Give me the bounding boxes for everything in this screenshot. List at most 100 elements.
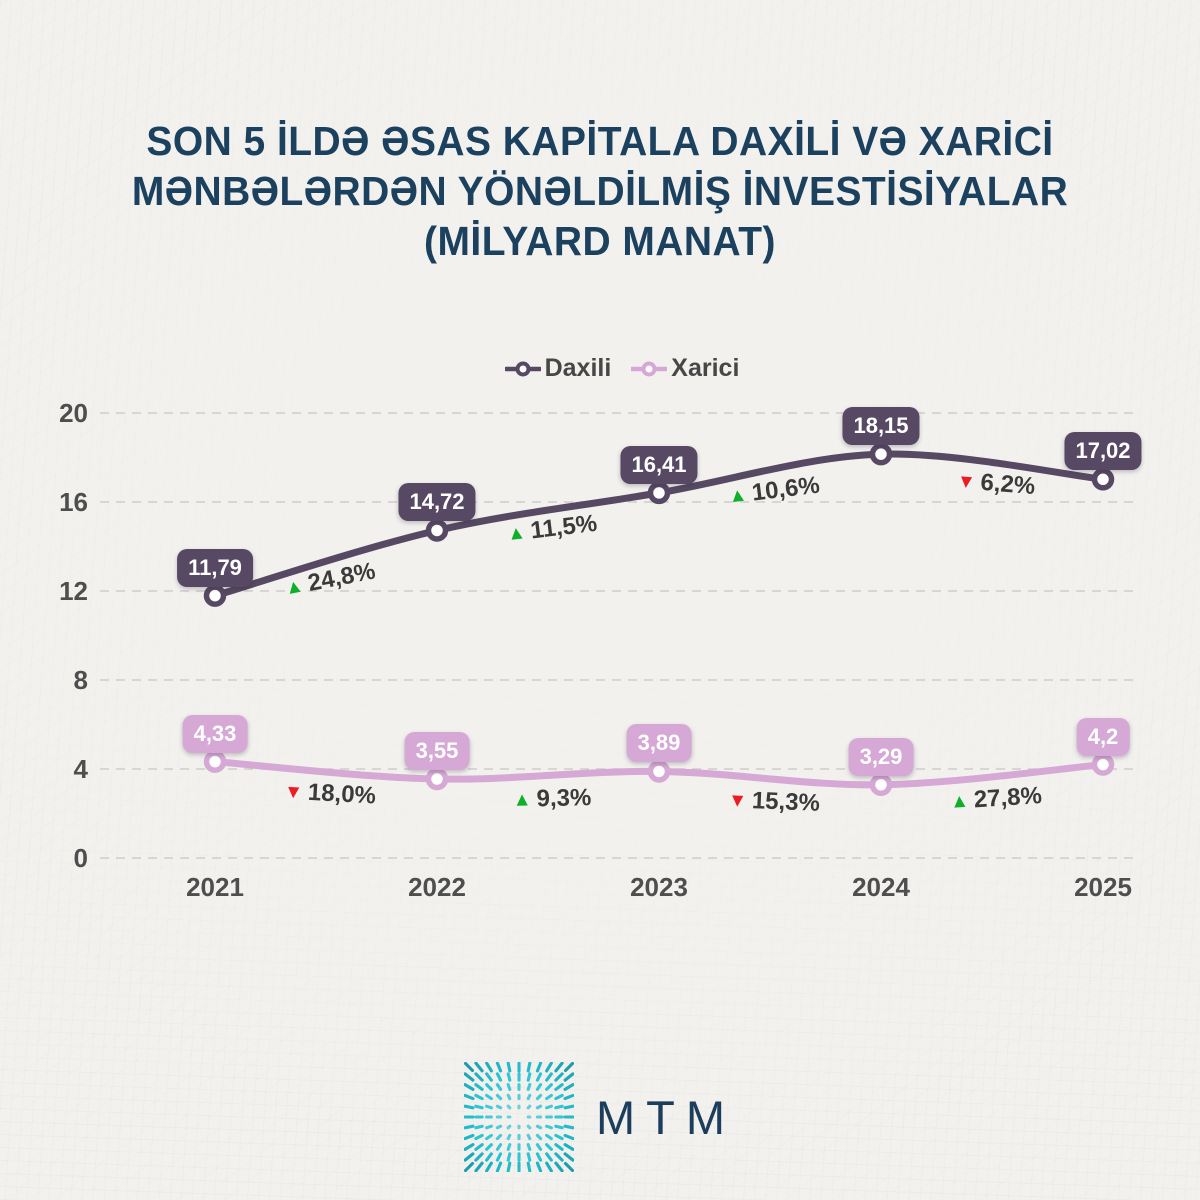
y-tick-label: 12 [59,576,88,606]
logo-dash [485,1083,493,1091]
logo-dash [563,1133,574,1141]
triangle-up-icon: ▲ [512,789,532,811]
data-point-marker-xarici [869,773,893,797]
logo-dash [463,1124,475,1130]
logo-dash [495,1143,503,1151]
logo-dash [554,1072,564,1082]
legend-item-daxili: Daxili [504,354,611,383]
y-tick-label: 20 [59,398,88,428]
logo-dash [506,1124,512,1130]
logo-dash [495,1083,503,1091]
logo-dash [474,1062,484,1073]
logo-dash [463,1072,475,1082]
logo-dash [463,1104,475,1110]
logo-dash [474,1072,484,1082]
logo-dash [554,1062,564,1073]
value-badge-xarici: 3,29 [848,737,914,776]
triangle-down-icon: ▼ [283,781,304,804]
x-tick-label: 2022 [408,872,466,902]
chart-canvas: 0 4 8 12 16 20 2021 2022 2023 2024 2025 [59,398,1140,902]
logo-dash [495,1093,503,1101]
logo-dash [506,1115,512,1119]
mtm-logo-icon [463,1062,574,1172]
logo-dash [474,1104,484,1110]
logo-dash [485,1072,493,1082]
logo-dash [495,1133,503,1141]
x-tick-label: 2021 [186,872,244,902]
logo-dash [485,1124,493,1130]
brand-footer: MTM [0,1062,1200,1172]
data-point-marker-daxili [1091,468,1115,491]
x-tick-label: 2023 [630,872,688,902]
logo-dash [474,1115,484,1119]
logo-dash [474,1152,484,1162]
value-badge-xarici: 4,33 [182,714,248,753]
logo-dash [554,1093,564,1101]
logo-dash [526,1093,532,1101]
logo-dash [506,1133,512,1141]
logo-dash [474,1133,484,1141]
logo-dash [563,1143,574,1151]
logo-dash [563,1062,574,1073]
logo-dash [545,1104,553,1110]
triangle-up-icon: ▲ [505,521,527,545]
logo-dash [545,1072,553,1082]
logo-dash [554,1115,564,1119]
logo-dash [463,1133,475,1141]
y-tick-label: 0 [74,843,88,873]
logo-dash [485,1161,493,1172]
logo-dash [563,1083,574,1091]
logo-dash [463,1115,475,1119]
logo-dash [495,1161,503,1172]
logo-dash [535,1072,543,1082]
title-line-3: (MİLYARD MANAT) [424,218,776,264]
logo-dash [517,1143,521,1151]
logo-dash [554,1161,564,1172]
logo-dash [545,1115,553,1119]
x-tick-label: 2024 [852,872,910,902]
logo-dash [517,1133,521,1141]
data-point-marker-daxili [869,442,893,466]
value-badge-daxili: 16,41 [620,445,698,484]
logo-dash [545,1083,553,1091]
logo-dash [535,1104,543,1110]
y-tick-label: 16 [59,487,88,517]
triangle-up-icon: ▲ [949,789,970,813]
logo-dash [506,1161,512,1172]
data-point-marker-daxili [425,519,449,542]
logo-dash [535,1062,543,1073]
logo-dash [535,1161,543,1172]
value-badge-xarici: 3,89 [626,724,692,763]
xarici-line-marker-icon [631,361,668,376]
change-annotation-xarici: ▼ 18,0% [283,778,377,811]
data-point-marker-daxili [203,584,227,607]
logo-dash [554,1152,564,1162]
logo-dash [563,1152,574,1162]
logo-dash [526,1062,532,1073]
logo-dash [485,1062,493,1073]
logo-dash [495,1124,503,1130]
logo-dash [563,1104,574,1110]
value-badge-xarici: 4,2 [1076,717,1130,756]
logo-dash [545,1093,553,1101]
logo-dash [463,1161,475,1172]
logo-dash [526,1143,532,1151]
value-badge-daxili: 18,15 [842,407,920,446]
logo-dash [563,1093,574,1101]
logo-dash [526,1152,532,1162]
logo-dash [485,1143,493,1151]
logo-dash [517,1161,521,1172]
logo-dash [517,1124,521,1130]
logo-dash [506,1072,512,1082]
logo-dash [554,1143,564,1151]
logo-dash [495,1104,503,1110]
logo-dash [463,1143,475,1151]
logo-dash [526,1083,532,1091]
logo-dash [495,1152,503,1162]
triangle-up-icon: ▲ [727,483,749,507]
change-value: 27,8% [973,781,1043,814]
data-point-marker-xarici [203,750,227,773]
logo-dash [545,1143,553,1151]
logo-dash [517,1104,521,1110]
x-tick-label: 2025 [1074,872,1132,902]
